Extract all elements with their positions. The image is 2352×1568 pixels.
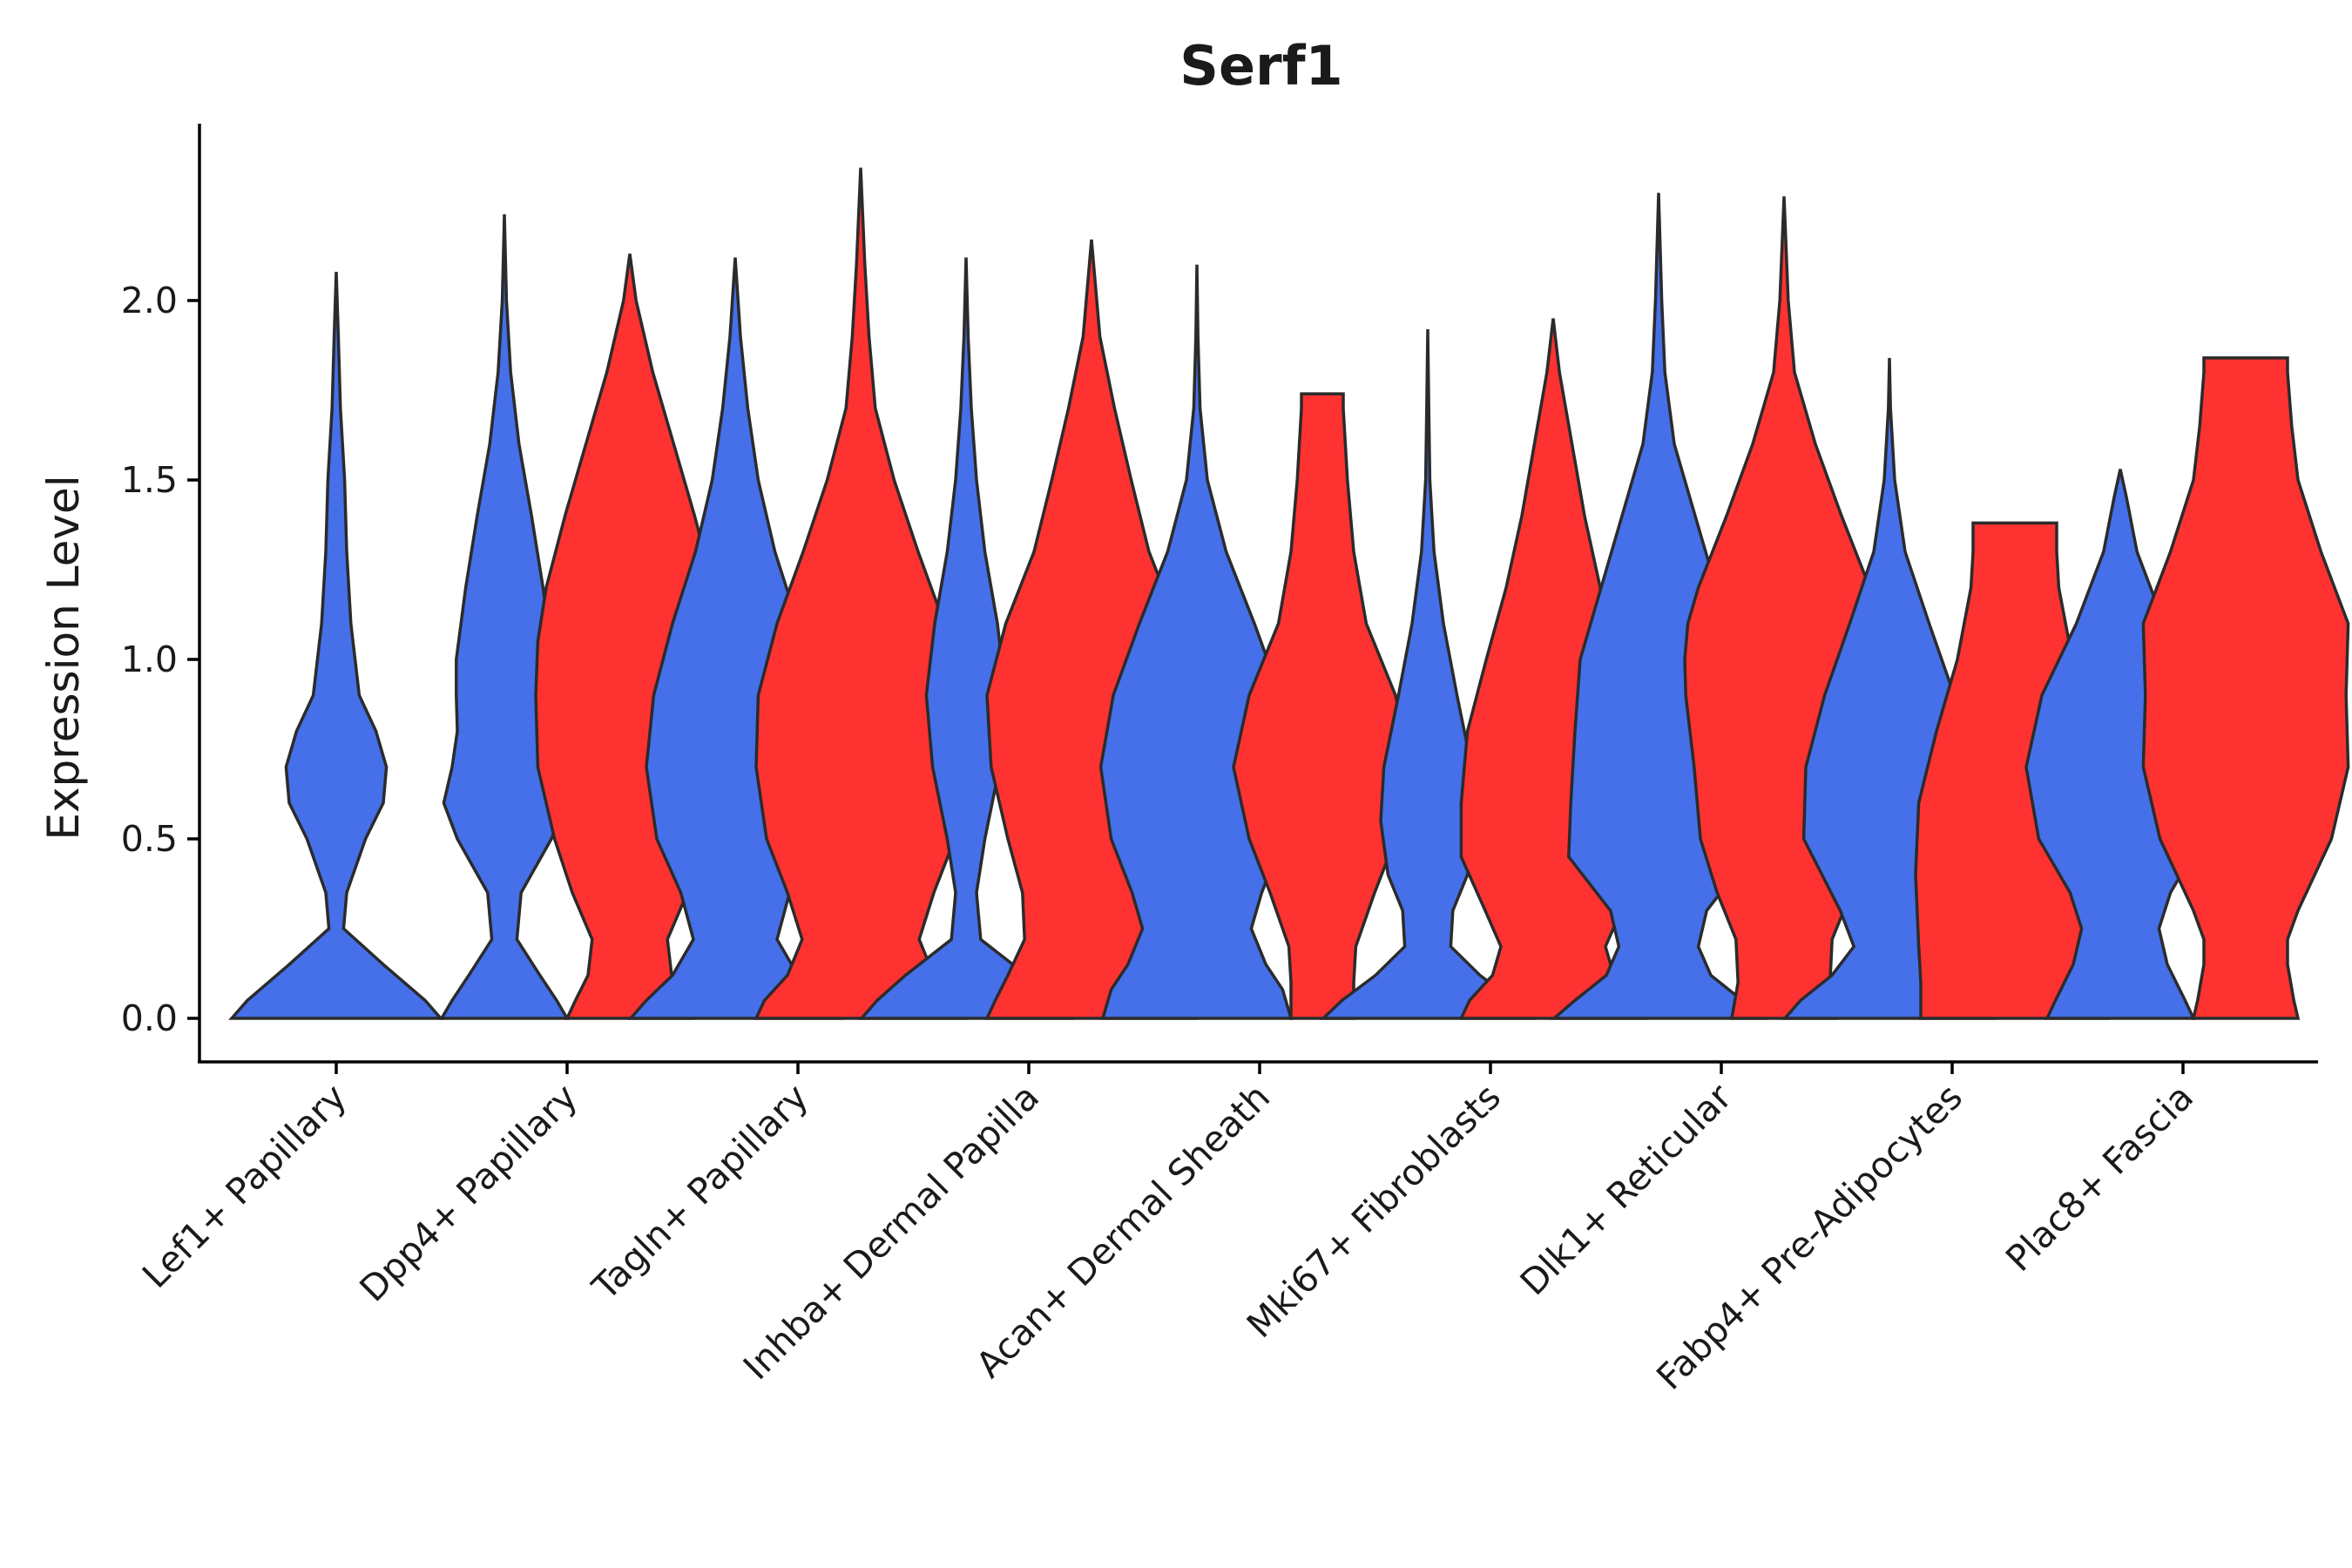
violin-a-1 (228, 271, 444, 1020)
violin-a-9 (2024, 469, 2216, 1020)
y-tick-label: 1.5 (121, 459, 178, 501)
violin-b-5 (1232, 392, 1413, 1020)
violin-a-4 (858, 257, 1074, 1020)
violin-b-9 (2141, 356, 2350, 1020)
y-axis-title: Expression Level (38, 475, 89, 840)
y-tick-label: 1.0 (121, 639, 178, 680)
x-tick-label: Dlk1+ Reticular (1512, 1076, 1740, 1303)
y-tick-label: 2.0 (121, 280, 178, 321)
chart-title: Serf1 (1179, 34, 1342, 98)
y-tick-label: 0.5 (121, 818, 178, 860)
violins-layer (228, 167, 2350, 1020)
violin-b-3 (754, 167, 968, 1020)
x-tick-label: Lef1+ Papillary (134, 1076, 355, 1296)
x-tick-label: Tagln+ Papillary (584, 1076, 816, 1308)
x-tick-label: Dpp4+ Papillary (352, 1076, 585, 1309)
y-tick-label: 0.0 (121, 997, 178, 1039)
violin-a-6 (1319, 328, 1537, 1020)
x-tick-label: Mki67+ Fibroblasts (1239, 1076, 1509, 1346)
y-ticks: 0.0 0.5 1.0 1.5 2.0 (121, 280, 199, 1039)
x-tick-label: Plac8+ Fascia (1997, 1076, 2201, 1280)
